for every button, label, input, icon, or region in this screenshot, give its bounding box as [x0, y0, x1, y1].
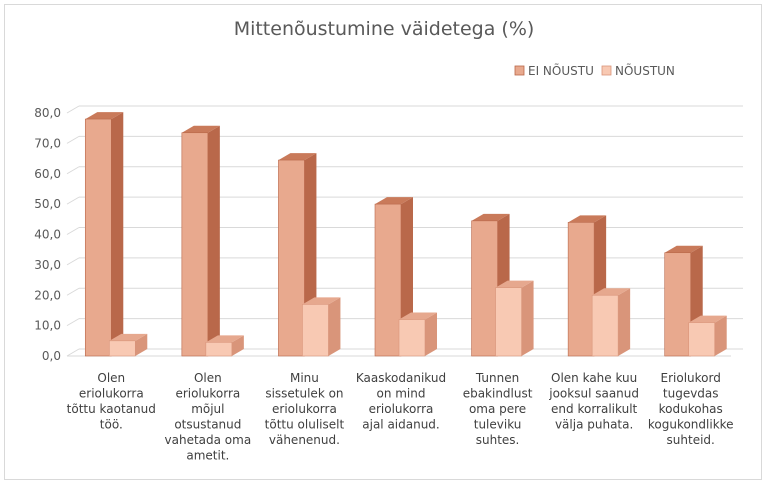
bar-side	[425, 312, 437, 356]
bar-side	[618, 288, 631, 356]
y-tick-label: 10,0	[34, 319, 61, 333]
bar-front	[374, 203, 402, 357]
bar-top	[399, 312, 437, 320]
gridline-diagonal	[66, 257, 80, 266]
bar-side	[714, 315, 727, 356]
chart-title: Mittenõustumine väidetega (%)	[234, 18, 535, 40]
category-label: Eriolukord tugevdas kodukohas kogukondlikke…	[648, 371, 734, 447]
bar-chart: Mittenõustumine väidetega (%) EI NÕUSTU N…	[34, 18, 743, 463]
bar-side	[521, 280, 534, 356]
y-tick-label: 70,0	[34, 136, 61, 150]
y-tick-label: 50,0	[34, 197, 61, 211]
legend-swatch	[601, 65, 612, 76]
bar-top	[205, 335, 244, 343]
y-axis-ticks: 0,0 10,0 20,0 30,0 40,0 50,0 60,0 70,0 80,0	[34, 106, 61, 363]
bar-noustun	[302, 297, 341, 357]
bar-ei-noustu	[84, 112, 124, 357]
bar-front	[471, 220, 498, 357]
bar-top	[471, 213, 510, 221]
legend-swatch	[514, 65, 525, 76]
bar-top	[568, 215, 607, 223]
bar-noustun	[688, 315, 727, 357]
category-label: Kaaskodanikud on mind eriolukorra ajal aida…	[356, 371, 446, 432]
legend-item-noustun: NÕUSTUN	[601, 63, 675, 78]
legend-item-ei-noustu: EI NÕUSTU	[514, 63, 594, 78]
bar-top	[688, 315, 727, 323]
x-axis-categories: Olen eriolukorra tõttu kaotanud töö.Olen eri…	[67, 371, 734, 463]
bar-front	[108, 340, 136, 357]
bar-noustun	[108, 333, 148, 357]
bar-top	[302, 297, 341, 305]
bar-top	[592, 288, 631, 296]
bar-front	[591, 294, 619, 357]
bar-top	[278, 153, 317, 161]
gridline-diagonal	[66, 318, 80, 327]
category-label: Olen eriolukorra mõjul otsustanud vahetada o…	[165, 371, 252, 463]
bar-front	[278, 159, 305, 357]
bar-side	[328, 297, 341, 356]
gridline-diagonal	[66, 135, 80, 144]
legend-label: EI NÕUSTU	[528, 63, 594, 78]
gridline-diagonal	[66, 196, 80, 205]
category-label: Minu sissetulek on eriolukorra tõttu olulis…	[265, 371, 345, 447]
y-tick-label: 20,0	[34, 288, 61, 302]
category-label: Tunnen ebakindlust oma pere tuleviku suhtes.	[463, 371, 533, 447]
y-tick-label: 30,0	[34, 258, 61, 272]
bar-front	[398, 319, 426, 357]
legend: EI NÕUSTU NÕUSTUN	[514, 63, 675, 78]
bar-noustun	[591, 288, 631, 357]
bar-front	[688, 322, 716, 357]
bar-ei-noustu	[181, 125, 220, 357]
bar-front	[84, 118, 112, 357]
bars	[84, 112, 727, 357]
gridline-diagonal	[66, 287, 80, 296]
bar-ei-noustu	[278, 153, 317, 357]
y-tick-label: 40,0	[34, 228, 61, 242]
gridline-diagonal	[66, 105, 80, 114]
bar-top	[181, 125, 220, 133]
gridline-diagonal	[66, 166, 80, 175]
bar-top	[85, 112, 124, 120]
gridline-diagonal	[66, 227, 80, 235]
bar-noustun	[205, 335, 244, 357]
bar-front	[205, 342, 233, 357]
legend-label: NÕUSTUN	[615, 63, 675, 78]
bar-front	[181, 132, 209, 357]
bar-noustun	[495, 280, 534, 357]
bar-top	[109, 333, 148, 341]
bar-top	[664, 245, 703, 253]
bar-front	[567, 222, 595, 357]
gridline-diagonal	[66, 348, 80, 357]
bar-side	[135, 333, 148, 356]
bar-side	[111, 112, 124, 356]
bar-side	[231, 335, 244, 356]
category-label: Olen eriolukorra tõttu kaotanud töö.	[67, 371, 156, 432]
category-label: Olen kahe kuu jooksul saanud end korraliku…	[548, 371, 639, 432]
bar-front	[495, 287, 522, 357]
bar-front	[664, 252, 692, 357]
y-tick-label: 0,0	[42, 349, 61, 363]
bar-noustun	[398, 312, 437, 357]
bar-top	[495, 280, 534, 288]
y-tick-label: 80,0	[34, 106, 61, 120]
bar-front	[302, 304, 329, 357]
bar-top	[375, 197, 413, 205]
chart-frame: Mittenõustumine väidetega (%) EI NÕUSTU N…	[4, 4, 762, 480]
y-tick-label: 60,0	[34, 167, 61, 181]
bar-side	[207, 125, 220, 357]
